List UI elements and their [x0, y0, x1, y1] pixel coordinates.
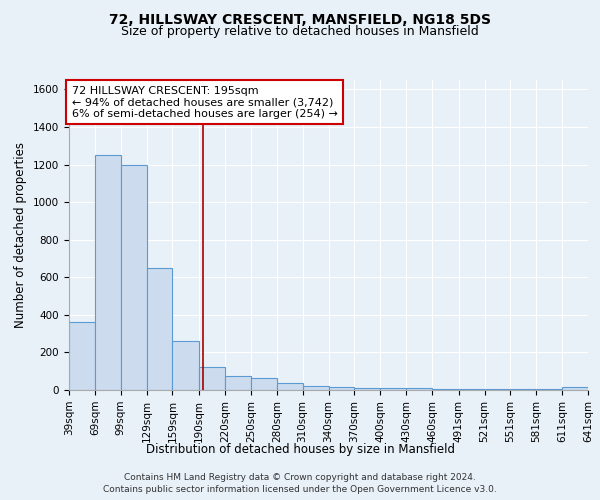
Bar [95, 155, 121, 390]
Bar [380, 388, 406, 390]
Bar [302, 386, 329, 390]
Bar [329, 387, 355, 390]
Bar [355, 388, 380, 390]
Bar [251, 378, 277, 390]
Bar [199, 368, 225, 390]
Y-axis label: Number of detached properties: Number of detached properties [14, 142, 28, 328]
Bar [277, 384, 302, 390]
Bar [225, 376, 251, 390]
Bar [69, 322, 95, 390]
Text: Distribution of detached houses by size in Mansfield: Distribution of detached houses by size … [146, 442, 455, 456]
Text: Contains HM Land Registry data © Crown copyright and database right 2024.: Contains HM Land Registry data © Crown c… [124, 472, 476, 482]
Text: Size of property relative to detached houses in Mansfield: Size of property relative to detached ho… [121, 25, 479, 38]
Bar [511, 389, 536, 390]
Bar [172, 341, 199, 390]
Text: 72 HILLSWAY CRESCENT: 195sqm
← 94% of detached houses are smaller (3,742)
6% of : 72 HILLSWAY CRESCENT: 195sqm ← 94% of de… [71, 86, 337, 119]
Bar [146, 268, 172, 390]
Bar [432, 388, 458, 390]
Text: 72, HILLSWAY CRESCENT, MANSFIELD, NG18 5DS: 72, HILLSWAY CRESCENT, MANSFIELD, NG18 5… [109, 12, 491, 26]
Bar [485, 389, 511, 390]
Bar [562, 387, 588, 390]
Bar [406, 388, 432, 390]
Bar [458, 389, 485, 390]
Bar [121, 164, 146, 390]
Text: Contains public sector information licensed under the Open Government Licence v3: Contains public sector information licen… [103, 485, 497, 494]
